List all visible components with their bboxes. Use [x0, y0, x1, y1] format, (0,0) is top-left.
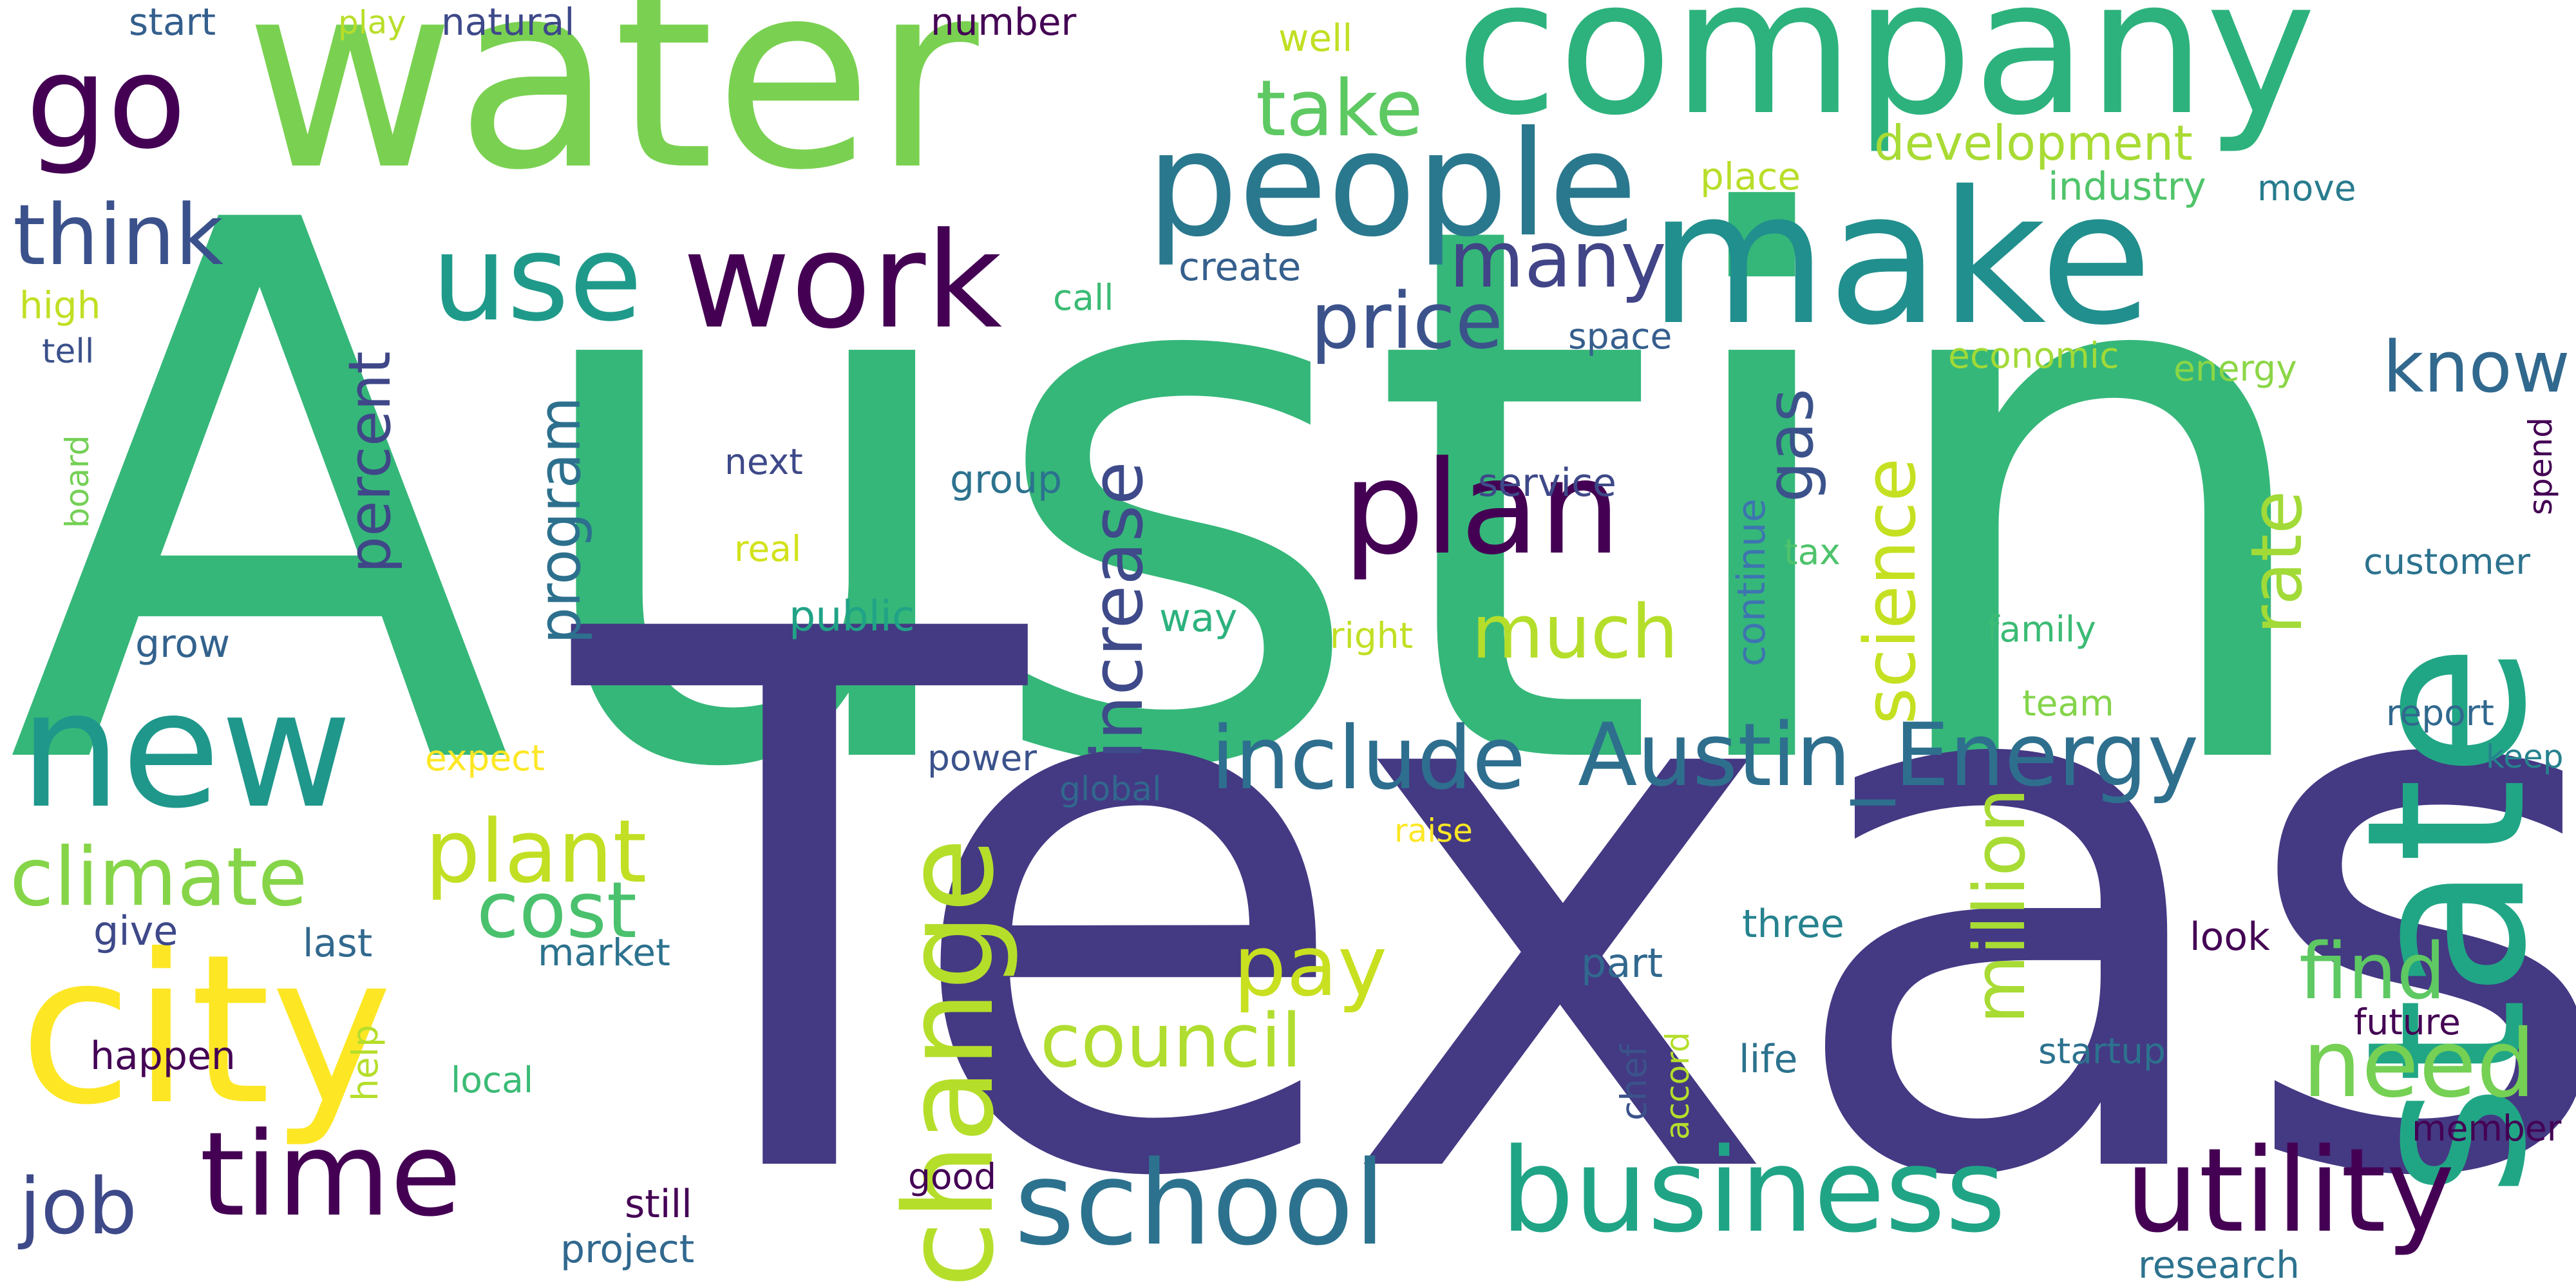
word-climate: climate — [10, 831, 308, 924]
word-keep: keep — [2486, 738, 2564, 775]
word-price: price — [1311, 277, 1503, 366]
word-public: public — [789, 592, 915, 641]
word-continue: continue — [1729, 498, 1774, 667]
word-people: people — [1146, 100, 1638, 269]
word-real: real — [734, 528, 802, 569]
word-look: look — [2190, 914, 2270, 960]
word-number: number — [931, 0, 1077, 44]
word-customer: customer — [2363, 541, 2530, 582]
word-move: move — [2257, 167, 2356, 209]
word-time: time — [200, 1108, 462, 1242]
word-work: work — [683, 205, 1003, 358]
word-go: go — [26, 28, 187, 178]
word-include: include — [1211, 708, 1526, 809]
word-utility: utility — [2125, 1124, 2455, 1258]
word-energy: energy — [2174, 348, 2297, 389]
word-place: place — [1700, 155, 1801, 198]
word-create: create — [1179, 245, 1302, 290]
word-project: project — [560, 1227, 695, 1272]
word-tax: tax — [1784, 531, 1841, 573]
word-pay: pay — [1233, 917, 1388, 1015]
word-rate: rate — [2235, 490, 2318, 634]
word-need: need — [2302, 1010, 2536, 1119]
word-take: take — [1256, 64, 1423, 154]
word-still: still — [625, 1182, 692, 1227]
word-spend: spend — [2522, 417, 2559, 515]
word-make: make — [1649, 152, 2153, 366]
word-high: high — [19, 283, 101, 327]
word-start: start — [129, 0, 216, 44]
word-call: call — [1053, 277, 1114, 318]
word-job: job — [19, 1162, 137, 1252]
word-accord: accord — [1659, 1032, 1696, 1140]
word-much: much — [1472, 589, 1679, 676]
word-gas: gas — [1752, 388, 1828, 502]
word-science: science — [1849, 458, 1931, 724]
word-family: family — [1987, 609, 2096, 650]
word-give: give — [93, 907, 178, 954]
word-startup: startup — [2038, 1030, 2166, 1072]
word-local: local — [451, 1059, 534, 1101]
word-plan: plan — [1343, 433, 1621, 583]
word-member: member — [2412, 1108, 2562, 1149]
word-austin: Austin — [6, 68, 2334, 930]
word-school: school — [1014, 1137, 1387, 1271]
word-chef: chef — [1613, 1044, 1654, 1121]
word-last: last — [303, 921, 373, 966]
word-happen: happen — [90, 1034, 236, 1079]
word-grow: grow — [135, 621, 231, 667]
word-change: change — [878, 837, 1021, 1288]
word-water: water — [245, 0, 979, 227]
word-help: help — [345, 1025, 386, 1101]
word-service: service — [1478, 460, 1616, 506]
word-think: think — [13, 186, 224, 284]
word-company: company — [1455, 0, 2316, 156]
word-know: know — [2383, 326, 2570, 408]
word-expect: expect — [425, 737, 545, 779]
word-right: right — [1330, 615, 1414, 656]
word-city: city — [19, 911, 393, 1150]
word-play: play — [338, 4, 406, 41]
word-texas: Texas — [573, 477, 2576, 1288]
word-new: new — [19, 656, 352, 844]
word-business: business — [1501, 1124, 2006, 1258]
word-council: council — [1040, 998, 1302, 1084]
word-development: development — [1874, 115, 2193, 171]
word-well: well — [1278, 16, 1353, 60]
word-research: research — [2138, 1243, 2300, 1287]
word-raise: raise — [1394, 812, 1473, 849]
word-use: use — [431, 209, 643, 348]
word-plant: plant — [425, 801, 647, 902]
word-team: team — [2022, 683, 2114, 724]
word-market: market — [538, 931, 670, 974]
word-increase: increase — [1076, 461, 1159, 760]
word-industry: industry — [2048, 164, 2206, 209]
word-natural: natural — [441, 0, 575, 44]
word-find: find — [2299, 927, 2446, 1017]
word-life: life — [1739, 1037, 1798, 1082]
word-board: board — [59, 435, 96, 528]
word-good: good — [908, 1156, 997, 1197]
word-program: program — [526, 396, 594, 644]
word-next: next — [724, 441, 803, 482]
word-many: many — [1449, 216, 1667, 305]
word-tell: tell — [42, 332, 95, 371]
word-way: way — [1159, 596, 1238, 641]
word-percent: percent — [336, 351, 404, 573]
word-economic: economic — [1948, 335, 2119, 376]
word-space: space — [1568, 316, 1672, 357]
word-group: group — [950, 457, 1063, 502]
word-part: part — [1581, 940, 1663, 987]
word-million: million — [1958, 788, 2041, 1024]
word-austin-energy: Austin_Energy — [1578, 705, 2199, 806]
word-three: three — [1742, 902, 1844, 947]
word-report: report — [2386, 692, 2494, 734]
word-cost: cost — [477, 866, 637, 956]
word-power: power — [927, 737, 1037, 779]
word-future: future — [2354, 1001, 2461, 1043]
word-global: global — [1059, 770, 1162, 809]
